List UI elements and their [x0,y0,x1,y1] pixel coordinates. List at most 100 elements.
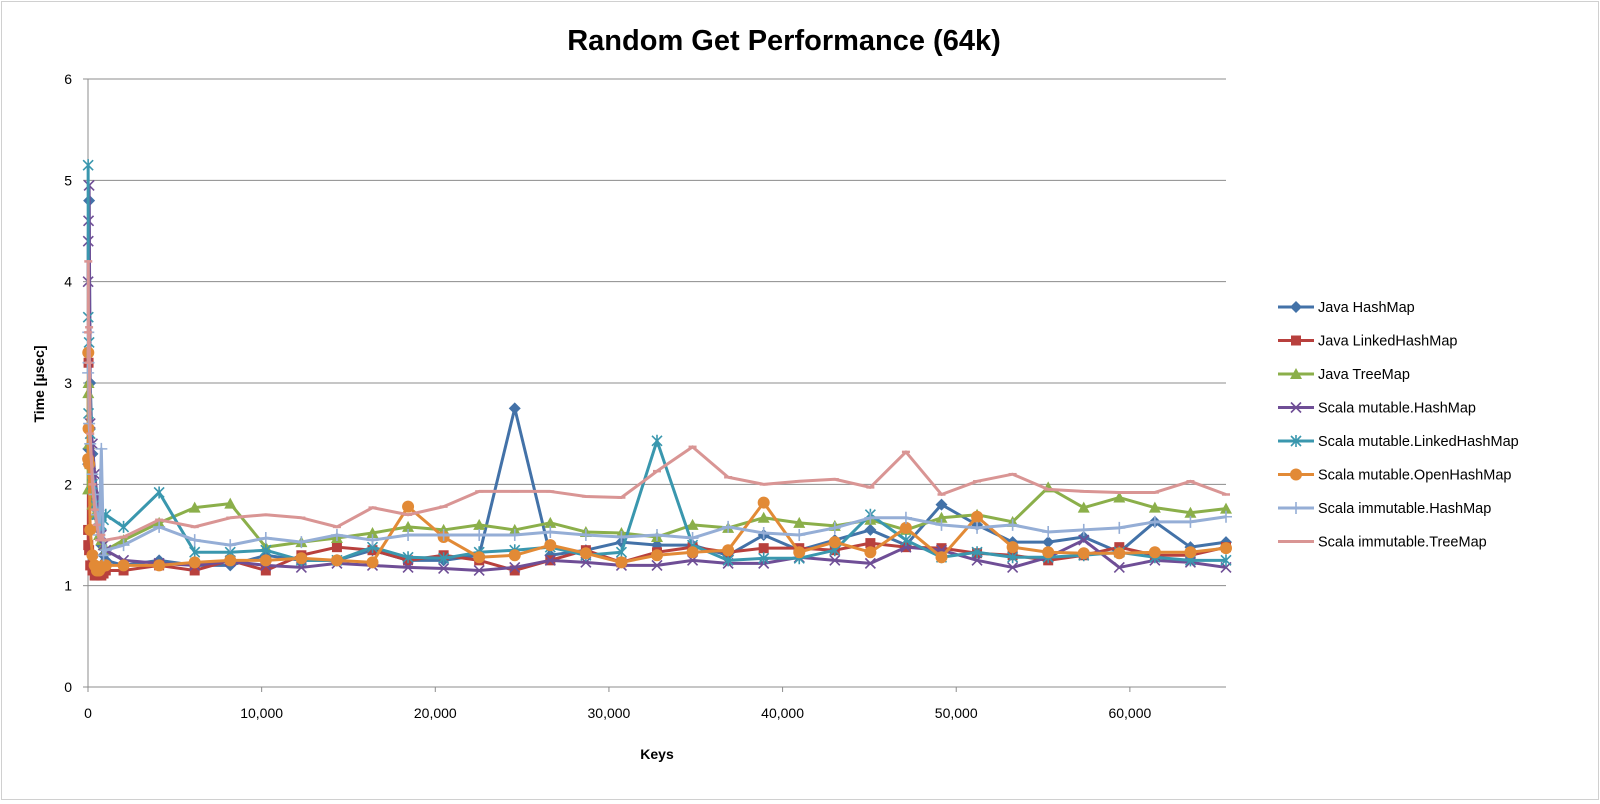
series-scala-immutable-treemap [84,259,1230,542]
data-point [99,544,112,557]
data-point [1006,518,1019,531]
legend-item: Scala immutable.TreeMap [1278,535,1487,551]
data-point [1077,547,1090,560]
data-point [935,498,948,511]
legend-item: Scala mutable.LinkedHashMap [1278,434,1519,450]
data-point [86,549,99,562]
data-point [1148,546,1161,559]
data-point [1148,515,1161,528]
data-point [971,521,984,534]
data-point [1113,561,1125,573]
axes: 0 1 2 3 4 5 6 0 10,000 20,000 30,000 40,000 50,000 60… [64,71,1226,721]
x-tick-label: 60,000 [1108,705,1151,721]
data-point [260,544,272,557]
data-point [402,529,415,541]
data-point [1290,301,1302,313]
data-point [722,544,735,557]
data-point [864,546,877,559]
data-point [330,529,343,541]
data-point [117,520,130,533]
data-point [651,434,663,447]
series-scala-mutable-linkedhashmap [82,159,1232,567]
chart-title: Random Get Performance (64k) [567,25,1001,57]
x-tick-label: 20,000 [414,705,457,721]
data-point [757,526,770,539]
data-point [117,559,130,572]
data-point [615,546,628,559]
data-point [188,534,201,547]
data-point [153,559,166,572]
data-point [1113,491,1126,503]
y-tick-label: 1 [64,578,72,594]
data-point [651,549,663,562]
x-axis-label: Keys [640,746,674,762]
x-tick-label: 40,000 [761,705,804,721]
data-point [330,554,343,567]
data-point [544,516,557,528]
series-line [86,183,1227,572]
data-point [544,525,557,538]
data-point [259,532,272,545]
data-point [935,551,948,564]
data-point [1006,541,1019,554]
data-point [438,552,450,565]
data-point [259,554,272,567]
data-point [864,511,877,524]
data-point [971,510,984,523]
data-point [473,529,486,541]
data-point [437,529,450,541]
legend-item: Scala immutable.HashMap [1278,501,1491,517]
data-point [936,543,947,554]
data-point [189,546,201,559]
data-point [758,552,770,565]
data-point [899,521,912,534]
data-point [1007,561,1019,573]
data-point [189,565,200,576]
data-point [83,540,94,551]
data-point [1113,547,1126,560]
data-point [1113,521,1126,534]
legend: Java HashMap Java LinkedHashMap Java TreeM… [1278,300,1519,551]
data-point [758,543,769,554]
x-tick-label: 0 [84,705,92,721]
data-point [1220,542,1232,555]
series-line [86,381,1227,552]
data-point [117,539,130,552]
data-point [1042,525,1055,538]
data-point [1290,502,1302,514]
data-point [1077,501,1090,513]
x-tick-label: 30,000 [588,705,631,721]
data-point [1290,401,1302,414]
data-point [366,534,379,547]
data-point [1290,368,1302,379]
x-tick-label: 50,000 [935,705,978,721]
data-point [864,557,876,569]
data-point [722,520,735,533]
legend-label: Scala immutable.HashMap [1318,501,1491,517]
data-point [793,546,806,559]
data-point [295,536,308,549]
data-point [651,559,663,571]
data-point [579,529,592,541]
legend-label: Scala immutable.TreeMap [1318,535,1487,551]
data-point [508,549,521,562]
legend-label: Java TreeMap [1318,367,1410,383]
data-point [84,523,97,536]
data-point [509,561,521,573]
y-tick-label: 4 [64,274,72,290]
data-point [1184,515,1197,528]
legend-label: Scala mutable.LinkedHashMap [1318,434,1519,450]
data-point [544,554,556,566]
data-point [473,564,485,577]
data-point [651,529,663,541]
data-point [757,511,770,523]
data-point [224,539,237,552]
data-point [473,551,486,564]
legend-item: Scala mutable.OpenHashMap [1278,468,1511,484]
data-point [224,497,237,509]
data-point [366,556,379,569]
legend-item: Java HashMap [1278,300,1415,316]
data-point [188,501,201,513]
data-point [757,496,770,509]
